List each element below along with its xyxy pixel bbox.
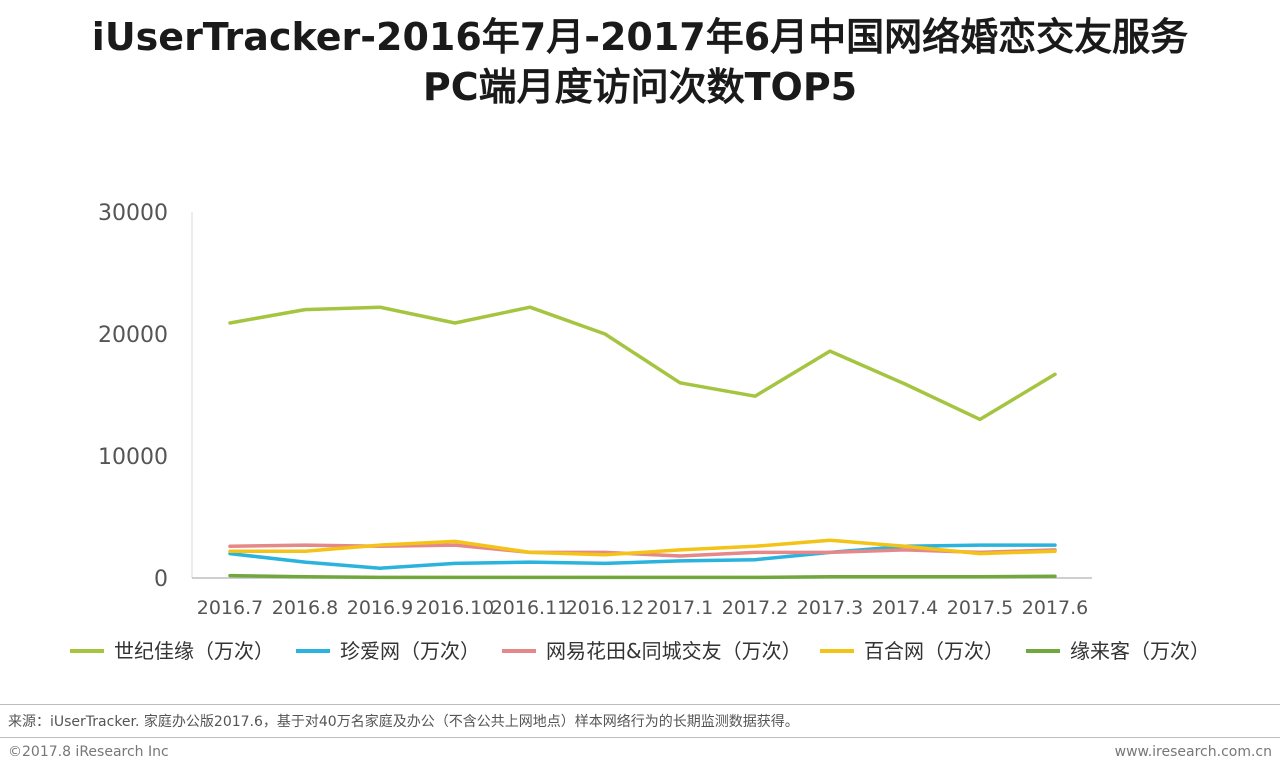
y-tick-label: 20000 [98,323,168,348]
x-tick-label: 2017.3 [797,597,863,619]
y-axis: 0 10000 20000 30000 [98,201,193,592]
legend-label: 世纪佳缘（万次） [114,639,274,663]
copyright-divider [0,737,1280,738]
legend-label: 网易花田&同城交友（万次） [546,639,802,663]
series-line-4 [228,538,1057,557]
legend-label: 缘来客（万次） [1070,639,1210,663]
source-note: 来源：iUserTracker. 家庭办公版2017.6，基于对40万名家庭及办… [8,714,799,730]
x-tick-label: 2017.4 [872,597,938,619]
y-tick-label: 0 [154,567,168,592]
x-tick-label: 2016.11 [491,597,570,619]
legend-label: 百合网（万次） [864,639,1004,663]
chart-title-line2: PC端月度访问次数TOP5 [422,65,858,109]
x-tick-label: 2017.5 [947,597,1013,619]
y-tick-label: 10000 [98,445,168,470]
x-tick-label: 2017.1 [647,597,713,619]
chart-title-line1: iUserTracker-2016年7月-2017年6月中国网络婚恋交友服务 [91,15,1189,59]
footer-divider [0,704,1280,705]
series-line-1 [228,305,1057,422]
series-line-5 [228,573,1057,580]
legend: 世纪佳缘（万次） 珍爱网（万次） 网易花田&同城交友（万次） 百合网（万次） 缘来客（万… [70,639,1210,663]
x-tick-label: 2016.12 [566,597,645,619]
legend-label: 珍爱网（万次） [340,639,480,663]
x-tick-label: 2017.2 [722,597,788,619]
x-tick-label: 2016.7 [197,597,263,619]
x-tick-label: 2017.6 [1022,597,1088,619]
x-tick-label: 2016.10 [416,597,495,619]
x-tick-label: 2016.9 [347,597,413,619]
x-tick-label: 2016.8 [272,597,338,619]
y-tick-label: 30000 [98,201,168,226]
website-link[interactable]: www.iresearch.com.cn [1114,744,1272,760]
series-lines [228,305,1057,580]
copyright: ©2017.8 iResearch Inc [8,744,169,760]
